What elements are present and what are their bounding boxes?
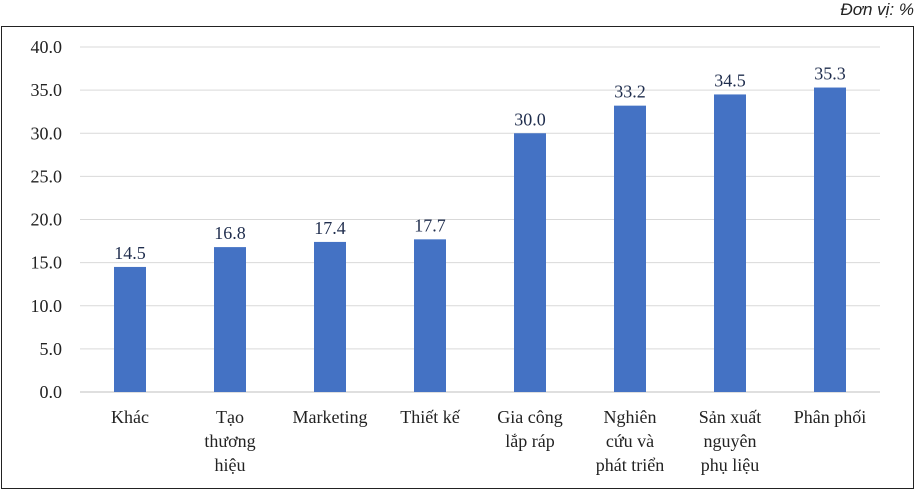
category-label-line: phụ liệu xyxy=(701,455,760,475)
category-label-line: Marketing xyxy=(293,407,368,427)
category-label: Khác xyxy=(111,407,149,427)
category-label: Phân phối xyxy=(794,407,867,427)
category-label: Sản xuất nguyên phụ liệu xyxy=(699,407,762,475)
category-label-line: hiệu xyxy=(215,455,246,475)
data-label: 16.8 xyxy=(214,223,246,243)
bar xyxy=(214,247,246,392)
data-label: 30.0 xyxy=(514,109,546,129)
y-tick-label: 25.0 xyxy=(31,166,63,186)
category-label-line: cứu và xyxy=(606,431,654,451)
category-label: Thiết kế xyxy=(400,407,460,427)
y-tick-label: 20.0 xyxy=(31,210,63,230)
category-label-line: Sản xuất xyxy=(699,407,762,427)
category-label: Nghiên cứu và phát triển xyxy=(596,407,664,475)
data-label: 14.5 xyxy=(114,243,146,263)
category-label-line: nguyên xyxy=(704,431,757,451)
y-tick-label: 35.0 xyxy=(31,80,63,100)
bar xyxy=(614,105,646,393)
bar xyxy=(714,94,746,392)
y-tick-label: 5.0 xyxy=(40,339,63,359)
data-label: 17.4 xyxy=(314,218,346,238)
bar xyxy=(414,239,446,392)
category-label: Gia công lắp ráp xyxy=(497,407,562,451)
data-label: 33.2 xyxy=(614,82,646,102)
chart-frame xyxy=(1,26,914,489)
data-label: 35.3 xyxy=(814,64,846,84)
category-label-line: Phân phối xyxy=(794,407,867,427)
category-label-line: Gia công xyxy=(497,407,562,427)
y-tick-label: 10.0 xyxy=(31,296,63,316)
y-tick-label: 30.0 xyxy=(31,123,63,143)
category-label-line: phát triển xyxy=(596,455,664,475)
category-label-line: thương xyxy=(204,431,255,451)
bar xyxy=(514,133,546,392)
category-label-line: Khác xyxy=(111,407,149,427)
category-label-line: Thiết kế xyxy=(400,407,460,427)
category-label-line: Nghiên xyxy=(604,407,657,427)
category-label: Marketing xyxy=(293,407,368,427)
category-label-line: lắp ráp xyxy=(505,431,554,451)
bar xyxy=(114,266,146,392)
data-label: 34.5 xyxy=(714,70,746,90)
category-label: Tạo thương hiệu xyxy=(204,407,255,475)
y-tick-label: 15.0 xyxy=(31,253,63,273)
unit-label: Đơn vị: % xyxy=(840,0,914,19)
y-tick-label: 40.0 xyxy=(31,37,63,57)
bar xyxy=(814,87,846,392)
data-label: 17.7 xyxy=(414,215,446,235)
y-tick-label: 0.0 xyxy=(40,382,63,402)
category-label-line: Tạo xyxy=(216,407,244,427)
bar xyxy=(314,241,346,392)
